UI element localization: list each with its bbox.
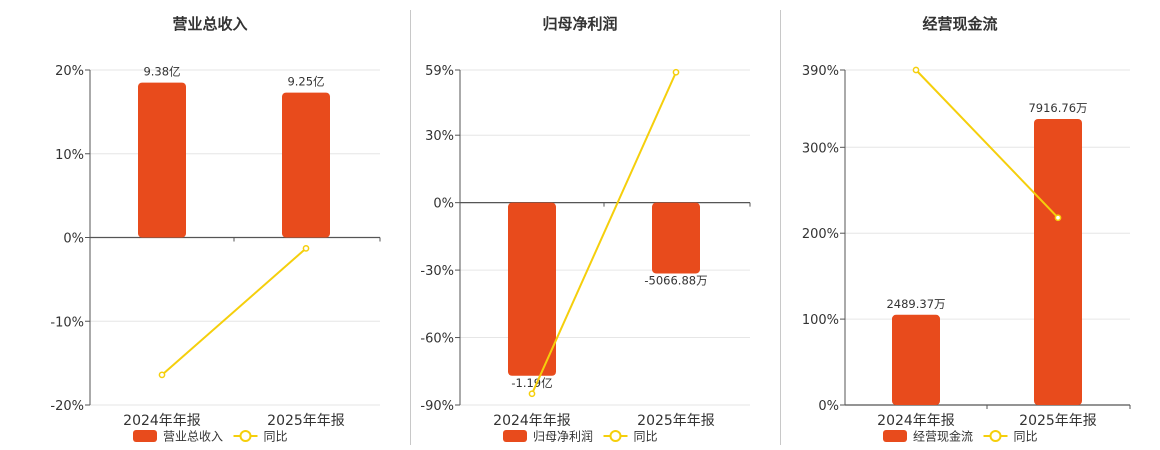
chart-svg: 经营现金流 390% 300% 200% 100% 0% 2489.37万 7916.76万 2… [802, 15, 1131, 444]
panel-divider [410, 10, 411, 445]
bar-data-label: 7916.76万 [1028, 101, 1087, 115]
yoy-point [672, 68, 680, 76]
legend-line-marker [239, 430, 252, 442]
panel-divider [780, 10, 781, 445]
x-category-label: 2025年年报 [267, 413, 345, 429]
y-tick-label: 300% [802, 141, 839, 156]
yoy-point [528, 390, 536, 398]
y-tick-label: -20% [50, 399, 84, 414]
y-tick-label: 100% [802, 313, 839, 328]
bar [508, 202, 556, 376]
legend-line-marker [989, 430, 1002, 442]
chart-svg: 归母净利润 59% 30% 0% -30% -60% -90% -1.19亿 -5066.88万… [420, 15, 751, 444]
bar [652, 202, 700, 274]
bar-data-label: 9.25亿 [287, 75, 324, 89]
y-tick-label: -60% [420, 332, 454, 347]
bar [138, 82, 186, 238]
y-tick-label: -90% [420, 399, 454, 414]
legend-line-label: 同比 [1014, 430, 1038, 444]
y-tick-label: -10% [50, 315, 84, 330]
y-tick-label: 200% [802, 227, 839, 242]
operating-cashflow-chart-panel: 经营现金流 390% 300% 200% 100% 0% 2489.37万 7916.76万 2… [780, 0, 1160, 450]
y-tick-label: 30% [425, 129, 454, 144]
chart-svg: 营业总收入 20% 10% 0% -10% -20% 9.38亿 9.25亿 2024年年报 20… [50, 15, 381, 444]
yoy-point [158, 371, 166, 379]
legend-bar-label: 经营现金流 [913, 429, 973, 444]
chart-title: 营业总收入 [172, 15, 247, 33]
chart-title: 归母净利润 [542, 15, 617, 33]
legend-bar-swatch [133, 430, 157, 442]
bar-data-label: 9.38亿 [143, 65, 180, 79]
x-category-label: 2025年年报 [1019, 413, 1097, 429]
y-tick-label: 10% [55, 148, 84, 163]
x-category-label: 2025年年报 [637, 413, 715, 429]
bar [282, 92, 330, 238]
y-tick-label: 0% [818, 399, 839, 414]
yoy-line [161, 247, 307, 376]
yoy-point [1054, 214, 1062, 222]
revenue-chart-panel: 营业总收入 20% 10% 0% -10% -20% 9.38亿 9.25亿 2024年年报 20… [0, 0, 395, 450]
legend-line-label: 同比 [634, 430, 658, 444]
legend-bar-label: 归母净利润 [533, 430, 593, 444]
yoy-line [531, 71, 677, 395]
bar-data-label: 2489.37万 [886, 297, 945, 311]
bar-data-label: -1.19亿 [511, 376, 552, 390]
x-category-label: 2024年年报 [123, 413, 201, 429]
yoy-point [912, 66, 920, 74]
y-tick-label: -30% [420, 264, 454, 279]
bar-data-label: -5066.88万 [644, 273, 707, 287]
legend-line-marker [609, 430, 622, 442]
yoy-line [915, 69, 1059, 219]
bar [1034, 118, 1082, 405]
y-tick-label: 20% [55, 64, 84, 79]
legend-bar-swatch [503, 430, 527, 442]
chart-title: 经营现金流 [922, 15, 997, 33]
y-tick-label: 59% [425, 64, 454, 79]
x-category-label: 2024年年报 [877, 413, 955, 429]
yoy-point [302, 245, 310, 252]
y-tick-label: 390% [802, 64, 839, 79]
y-tick-label: 0% [63, 232, 84, 247]
y-tick-label: 0% [433, 197, 454, 212]
x-category-label: 2024年年报 [493, 413, 571, 429]
legend-bar-label: 营业总收入 [163, 430, 223, 444]
bar [892, 314, 940, 405]
net-profit-chart-panel: 归母净利润 59% 30% 0% -30% -60% -90% -1.19亿 -5066.88万… [400, 0, 770, 450]
legend-line-label: 同比 [264, 430, 288, 444]
legend-bar-swatch [883, 430, 907, 442]
